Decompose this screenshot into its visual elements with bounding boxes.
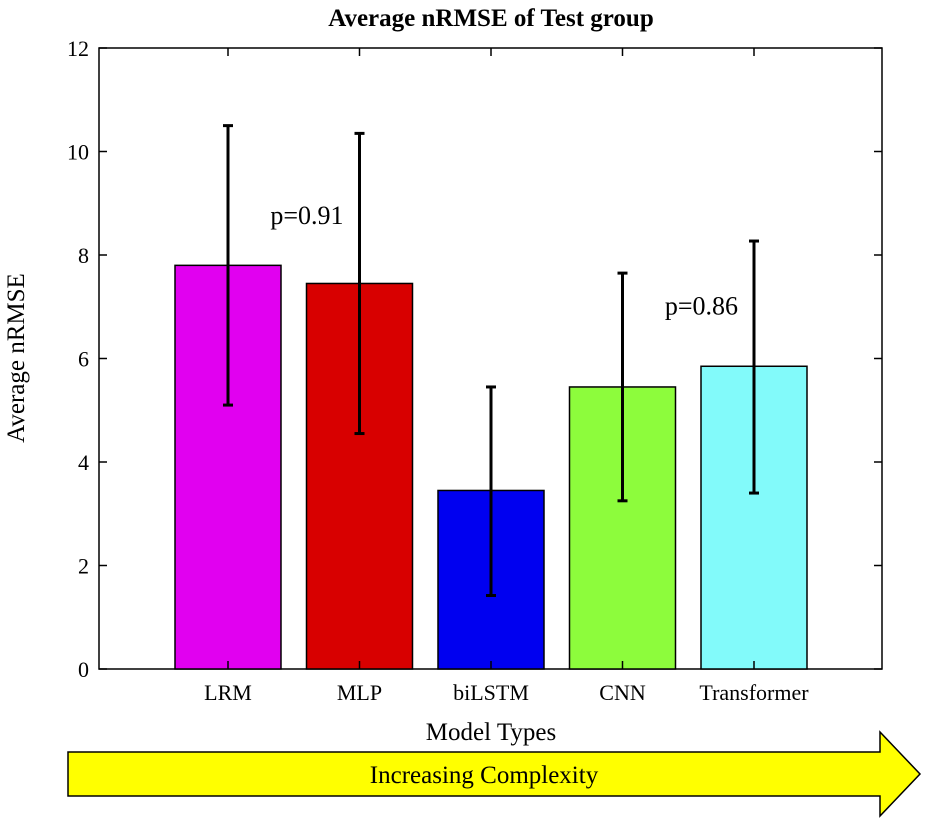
error-bars-group <box>223 124 759 598</box>
complexity-arrow <box>67 730 922 818</box>
y-tick-label: 10 <box>67 140 89 165</box>
x-tick-label: LRM <box>204 680 252 705</box>
x-axis: LRM MLP biLSTM CNN Transformer <box>204 48 809 705</box>
x-tick-label: Transformer <box>699 680 809 705</box>
p-value-annotation: p=0.91 <box>270 201 343 230</box>
y-tick-label: 4 <box>78 450 89 475</box>
annotations-group: p=0.91 p=0.86 <box>270 201 738 321</box>
p-value-annotation: p=0.86 <box>665 292 738 321</box>
y-tick-label: 8 <box>78 243 89 268</box>
y-tick-label: 0 <box>78 657 89 682</box>
y-axis-label: Average nRMSE <box>3 273 30 443</box>
y-tick-label: 12 <box>67 36 89 61</box>
y-axis: 0 2 4 6 8 10 12 <box>67 36 882 682</box>
x-tick-label: MLP <box>337 680 382 705</box>
y-tick-label: 6 <box>78 347 89 372</box>
complexity-arrow-label: Increasing Complexity <box>370 762 599 789</box>
x-tick-label: CNN <box>599 680 646 705</box>
x-tick-label: biLSTM <box>453 680 529 705</box>
y-tick-label: 2 <box>78 554 89 579</box>
x-axis-label: Model Types <box>426 719 556 746</box>
chart-title: Average nRMSE of Test group <box>328 5 653 32</box>
